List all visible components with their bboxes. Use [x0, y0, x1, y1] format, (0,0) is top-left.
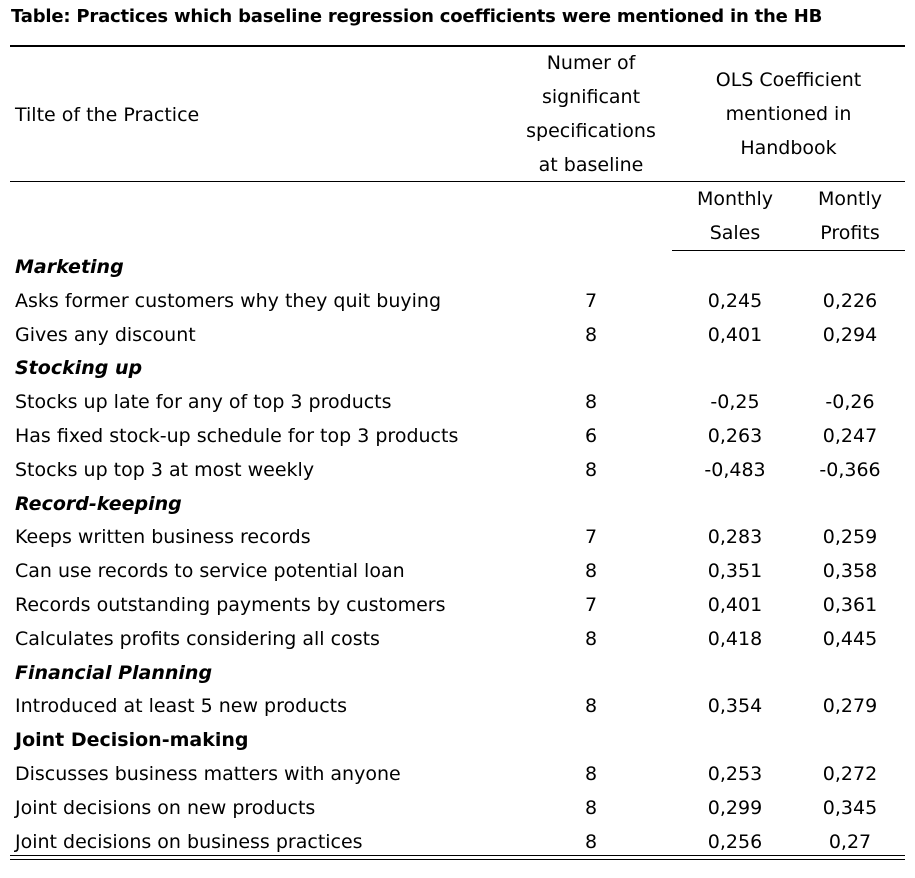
number-cell: 8 — [584, 391, 598, 414]
header-number-line: significant — [541, 86, 641, 108]
profits-cell: 0,345 — [822, 796, 878, 819]
subheader-sales-line: Sales — [709, 222, 761, 244]
subheader-profits: Montly Profits — [793, 182, 907, 250]
practice-label: Has fixed stock-up schedule for top 3 pr… — [15, 425, 459, 447]
section-label: Joint Decision-making — [15, 729, 249, 752]
practice-label: Joint decisions on new products — [15, 796, 316, 819]
header-ols: OLS Coefficient mentioned in Handbook — [672, 63, 905, 165]
sales-cell: 0,283 — [707, 526, 763, 549]
subheader-sales: Monthly Sales — [677, 182, 793, 250]
practice-label: Stocks up late for any of top 3 products — [15, 391, 392, 414]
practice-label: Asks former customers why they quit buyi… — [15, 289, 442, 312]
sales-cell: 0,354 — [707, 695, 763, 718]
practice-label: Introduced at least 5 new products — [15, 695, 347, 718]
sales-cell: 0,256 — [707, 830, 763, 853]
subheader-rule — [672, 250, 905, 251]
header-number-line: specifications — [526, 120, 656, 142]
bottom-rule-1 — [10, 855, 905, 856]
number-cell: 7 — [584, 594, 598, 616]
number-cell: 8 — [584, 560, 598, 583]
section-label: Marketing — [15, 256, 124, 278]
sales-cell: 0,253 — [707, 763, 763, 785]
header-practice: Tilte of the Practice — [15, 104, 200, 126]
section-label: Record-keeping — [15, 492, 182, 515]
number-cell: 8 — [584, 695, 598, 718]
profits-cell: 0,445 — [822, 627, 878, 650]
header-ols-line: OLS Coefficient — [715, 69, 862, 91]
sales-cell: -0,25 — [710, 391, 760, 414]
sales-cell: 0,263 — [707, 425, 763, 447]
practice-label: Keeps written business records — [15, 526, 311, 549]
number-cell: 8 — [584, 830, 598, 853]
practice-label: Calculates profits considering all costs — [15, 627, 380, 650]
top-rule — [10, 45, 905, 47]
number-cell: 8 — [584, 323, 598, 346]
profits-cell: 0,259 — [822, 526, 878, 549]
practice-label: Discusses business matters with anyone — [15, 763, 401, 785]
subheader-sales-line: Monthly — [696, 188, 774, 210]
profits-cell: 0,272 — [822, 763, 878, 785]
practice-label: Stocks up top 3 at most weekly — [15, 458, 315, 481]
number-cell: 8 — [584, 458, 598, 481]
subheader-profits-line: Profits — [820, 222, 880, 244]
profits-cell: -0,26 — [825, 391, 875, 414]
sales-cell: 0,401 — [707, 594, 763, 616]
number-cell: 8 — [584, 763, 598, 785]
bottom-rule-2 — [10, 859, 905, 860]
sales-cell: 0,401 — [707, 323, 763, 346]
header-number-line: at baseline — [538, 154, 644, 176]
profits-cell: 0,279 — [822, 695, 878, 718]
header-number: Numer of significant specifications at b… — [500, 46, 682, 182]
number-cell: 8 — [584, 627, 598, 650]
sales-cell: 0,351 — [707, 560, 763, 583]
practice-label: Can use records to service potential loa… — [15, 560, 405, 583]
number-cell: 6 — [584, 425, 598, 447]
profits-cell: -0,366 — [819, 458, 881, 481]
profits-cell: 0,361 — [822, 594, 878, 616]
number-cell: 8 — [584, 796, 598, 819]
sales-cell: -0,483 — [704, 458, 766, 481]
sales-cell: 0,299 — [707, 796, 763, 819]
header-ols-line: mentioned in — [725, 103, 852, 125]
table-title: Table: Practices which baseline regressi… — [11, 6, 823, 27]
practice-label: Joint decisions on business practices — [15, 830, 363, 853]
profits-cell: 0,247 — [822, 425, 878, 447]
number-cell: 7 — [584, 289, 598, 312]
profits-cell: 0,27 — [828, 830, 872, 853]
subheader-profits-line: Montly — [817, 188, 883, 210]
profits-cell: 0,358 — [822, 560, 878, 583]
practice-label: Gives any discount — [15, 323, 196, 346]
sales-cell: 0,418 — [707, 627, 763, 650]
section-label: Financial Planning — [15, 661, 213, 684]
section-label: Stocking up — [15, 357, 143, 380]
practice-label: Records outstanding payments by customer… — [15, 594, 446, 616]
header-ols-line: Handbook — [740, 137, 837, 159]
header-number-line: Numer of — [546, 52, 636, 74]
number-cell: 7 — [584, 526, 598, 549]
profits-cell: 0,226 — [822, 289, 878, 312]
header-rule — [10, 181, 905, 182]
profits-cell: 0,294 — [822, 323, 878, 346]
sales-cell: 0,245 — [707, 289, 763, 312]
